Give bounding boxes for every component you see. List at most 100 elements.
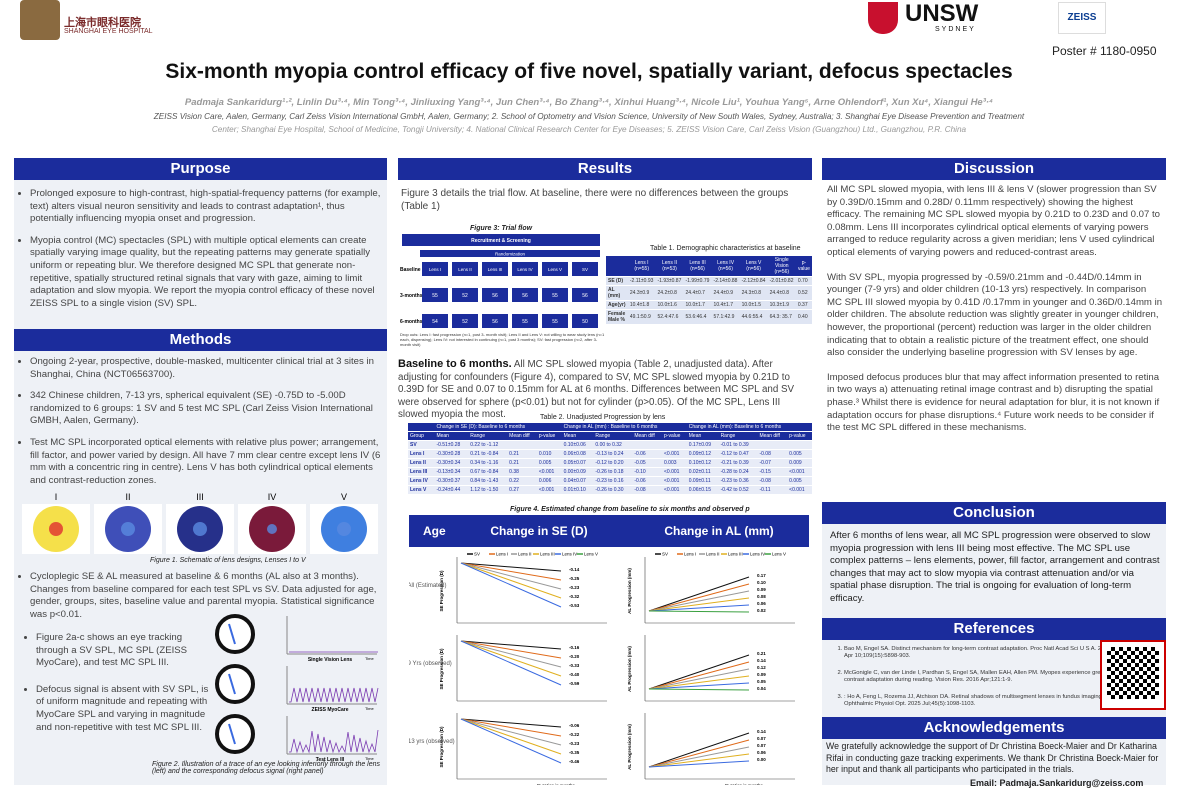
table-header: Range <box>593 431 633 441</box>
table-cell: -0.23 to 0.16 <box>593 476 633 486</box>
table-cell: <0.001 <box>662 485 687 495</box>
table-cell: 0.00±0.09 <box>561 467 594 477</box>
flow-note: Drop outs: Lens I: fast progression (n=1… <box>400 332 604 347</box>
table-cell: -0.51±0.28 <box>434 440 469 450</box>
table-cell: -2.01±0.82 <box>767 276 796 286</box>
legend-label: Lens V <box>584 552 598 557</box>
table-header: Mean <box>561 431 594 441</box>
table-cell: Age(yr) <box>606 300 628 310</box>
end-label: 0.21 <box>757 651 766 656</box>
figure-caption: Figure 1. Schematic of lens designs, Len… <box>150 557 306 564</box>
trend-line <box>648 753 750 768</box>
flow-box <box>542 262 568 276</box>
end-label: -0.33 <box>569 663 580 668</box>
end-label: -0.22 <box>569 732 580 737</box>
trend-line <box>648 732 750 768</box>
table-cell: -0.05 <box>632 458 663 468</box>
trend-line <box>460 640 562 668</box>
table-header: p-value <box>536 431 562 441</box>
table-cell: -0.12 to 0.47 <box>718 449 758 459</box>
results-intro: Figure 3 details the trial flow. At base… <box>401 188 789 212</box>
trend-line <box>460 640 562 650</box>
table-cell <box>787 440 812 450</box>
table-cell: -2.12±0.84 <box>739 276 768 286</box>
table-header: p-value <box>795 256 812 277</box>
table-cell: -1.93±0.87 <box>655 276 684 286</box>
flow-box <box>422 288 448 302</box>
table-row: Lens I -0.30±0.28 0.21 to -0.84 0.21 0.010 0.… <box>408 449 812 459</box>
table-cell: 0.010 <box>536 449 562 459</box>
table-header: Lens V (n=56) <box>739 256 768 277</box>
table-cell <box>632 440 663 450</box>
defocus-signal <box>289 687 379 703</box>
flow-box <box>482 262 508 276</box>
reference: McGonigle C, van der Linde I, Pardhan S,… <box>844 670 1112 685</box>
table-cell: 0.005 <box>787 449 812 459</box>
section-heading: Methods <box>14 329 387 351</box>
trend-line <box>460 562 562 581</box>
table-cell <box>507 440 537 450</box>
table-cell <box>536 440 562 450</box>
table-cell: <0.001 <box>662 467 687 477</box>
bullet: Defocus signal is absent with SV SPL, is… <box>36 684 214 734</box>
table-1: Lens I (n=55) Lens II (n=53) Lens III (n=5… <box>606 256 812 325</box>
flow-count: 55 <box>552 319 558 325</box>
table-cell: -0.15 <box>757 467 788 477</box>
legend-label: SV <box>474 552 480 557</box>
table-cell: -0.07 <box>757 458 788 468</box>
table-cell: 0.006 <box>536 476 562 486</box>
table-cell: 64.3: 35.7 <box>767 309 796 325</box>
table-cell: 0.17±0.09 <box>686 440 719 450</box>
legend-label: Lens II <box>518 552 532 557</box>
end-label: 0.17 <box>757 573 766 578</box>
end-label: 0.12 <box>757 665 766 670</box>
row-label: 7-9 Yrs (observed) <box>409 661 452 667</box>
section-heading: Acknowledgements <box>822 717 1166 739</box>
table-cell: 0.52 <box>795 285 812 301</box>
bullet: Test MC SPL incorporated optical element… <box>30 437 383 487</box>
lead: Baseline to 6 months. <box>398 358 512 370</box>
flow-count: 52 <box>462 293 468 299</box>
end-label: -0.23 <box>569 585 580 590</box>
trend-line <box>648 760 750 768</box>
figure-2: Single Vision Lens Time ZEISS MyoCare Time T… <box>215 614 379 762</box>
table-cell: 0.67 to -0.84 <box>468 467 508 477</box>
table-cell: 0.06±0.15 <box>686 485 719 495</box>
axis-title: SE Progression (D) <box>439 726 444 768</box>
table-cell: -2.14±0.88 <box>711 276 740 286</box>
table-cell: 0.21 <box>507 449 537 459</box>
table-cell: 24.4±0.7 <box>683 285 712 301</box>
flow-count: 50 <box>582 319 588 325</box>
table-cell: Lens III <box>408 467 435 477</box>
axis-title: AL Progression (mm) <box>627 724 632 770</box>
end-label: 0.09 <box>757 672 766 677</box>
end-label: 0.14 <box>757 658 766 663</box>
table-row: Female Male % 49.1:50.9 52.4:47.6 53.6:46.4… <box>606 309 812 325</box>
table-cell: 0.22 to -1.12 <box>468 440 508 450</box>
table-cell: SV <box>408 440 435 450</box>
header-band <box>409 515 809 547</box>
paragraph: All MC SPL slowed myopia, with lens III … <box>827 184 1160 258</box>
flow-count: 52 <box>462 319 468 325</box>
signal-label: Single Vision Lens <box>308 657 353 663</box>
hospital-emblem <box>20 0 60 40</box>
bullet: Cycloplegic SE & AL measured at baseline… <box>30 571 383 621</box>
table-cell: -0.06 <box>632 476 663 486</box>
table-cell: 10.0±1.7 <box>683 300 712 310</box>
table-cell: 0.009 <box>787 458 812 468</box>
poster-number: Poster # 1180-0950 <box>1052 44 1157 58</box>
table-cell: -0.11 <box>757 485 788 495</box>
bullet: Myopia control (MC) spectacles (SPL) wit… <box>30 235 383 311</box>
end-label: -0.40 <box>569 672 580 677</box>
trend-line <box>460 562 562 572</box>
flow-box <box>482 314 508 328</box>
table-group-header: Change in AL (mm) : Baseline to 6 months <box>561 423 687 432</box>
table-cell <box>606 256 628 277</box>
lens-label: V <box>341 492 347 502</box>
table-cell: -0.30±0.37 <box>434 476 469 486</box>
table-cell: -1.99±0.79 <box>683 276 712 286</box>
table-cell: 53.6:46.4 <box>683 309 712 325</box>
flow-count: 56 <box>582 293 588 299</box>
unsw-sydney: SYDNEY <box>935 26 976 33</box>
trend-line <box>460 640 562 677</box>
